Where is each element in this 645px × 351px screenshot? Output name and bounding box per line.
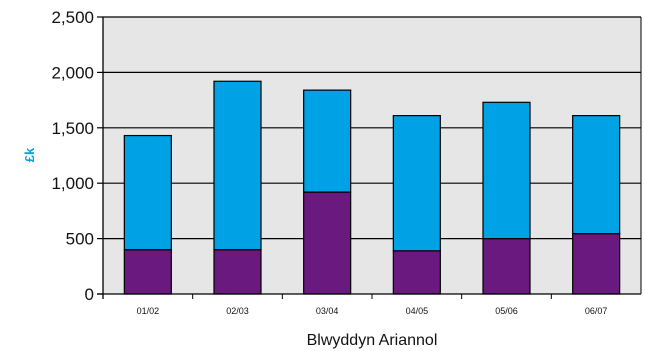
bar-segment xyxy=(123,249,172,295)
y-tick-label: 1,500 xyxy=(51,119,94,138)
y-tick-label: 500 xyxy=(66,230,94,249)
bars xyxy=(123,80,621,295)
bar-segment xyxy=(572,233,621,295)
axes xyxy=(97,16,642,299)
y-tick-labels: 0 500 1,000 1,500 2,000 2,500 xyxy=(51,8,94,304)
x-tick-label: 06/07 xyxy=(585,306,608,316)
bar-segment xyxy=(213,80,262,251)
y-tick-label: 0 xyxy=(85,285,94,304)
x-tick-label: 05/06 xyxy=(495,306,518,316)
x-tick-label: 04/05 xyxy=(406,306,429,316)
x-axis-label: Blwyddyn Ariannol xyxy=(307,332,438,349)
y-tick-label: 1,000 xyxy=(51,174,94,193)
bar-segment xyxy=(392,115,441,252)
bar-segment xyxy=(303,89,352,193)
plot-area xyxy=(103,17,641,294)
bar-segment xyxy=(123,134,172,251)
x-tick-label: 01/02 xyxy=(137,306,160,316)
bar-segment xyxy=(572,115,621,235)
bar-segment xyxy=(303,191,352,295)
bar-segment xyxy=(213,249,262,295)
y-axis-label: £k xyxy=(22,147,37,162)
x-tick-labels: 01/02 02/03 03/04 04/05 05/06 06/07 xyxy=(137,306,608,316)
bar-segment xyxy=(482,101,531,240)
bar-segment xyxy=(392,250,441,295)
x-tick-label: 02/03 xyxy=(226,306,249,316)
bar-segment xyxy=(482,238,531,295)
y-tick-label: 2,500 xyxy=(51,8,94,27)
gridlines xyxy=(103,16,641,240)
x-tick-label: 03/04 xyxy=(316,306,339,316)
y-tick-label: 2,000 xyxy=(51,63,94,82)
